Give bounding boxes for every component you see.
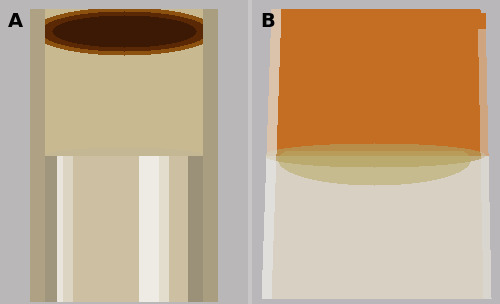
Text: A: A	[8, 12, 23, 31]
Text: B: B	[260, 12, 275, 31]
